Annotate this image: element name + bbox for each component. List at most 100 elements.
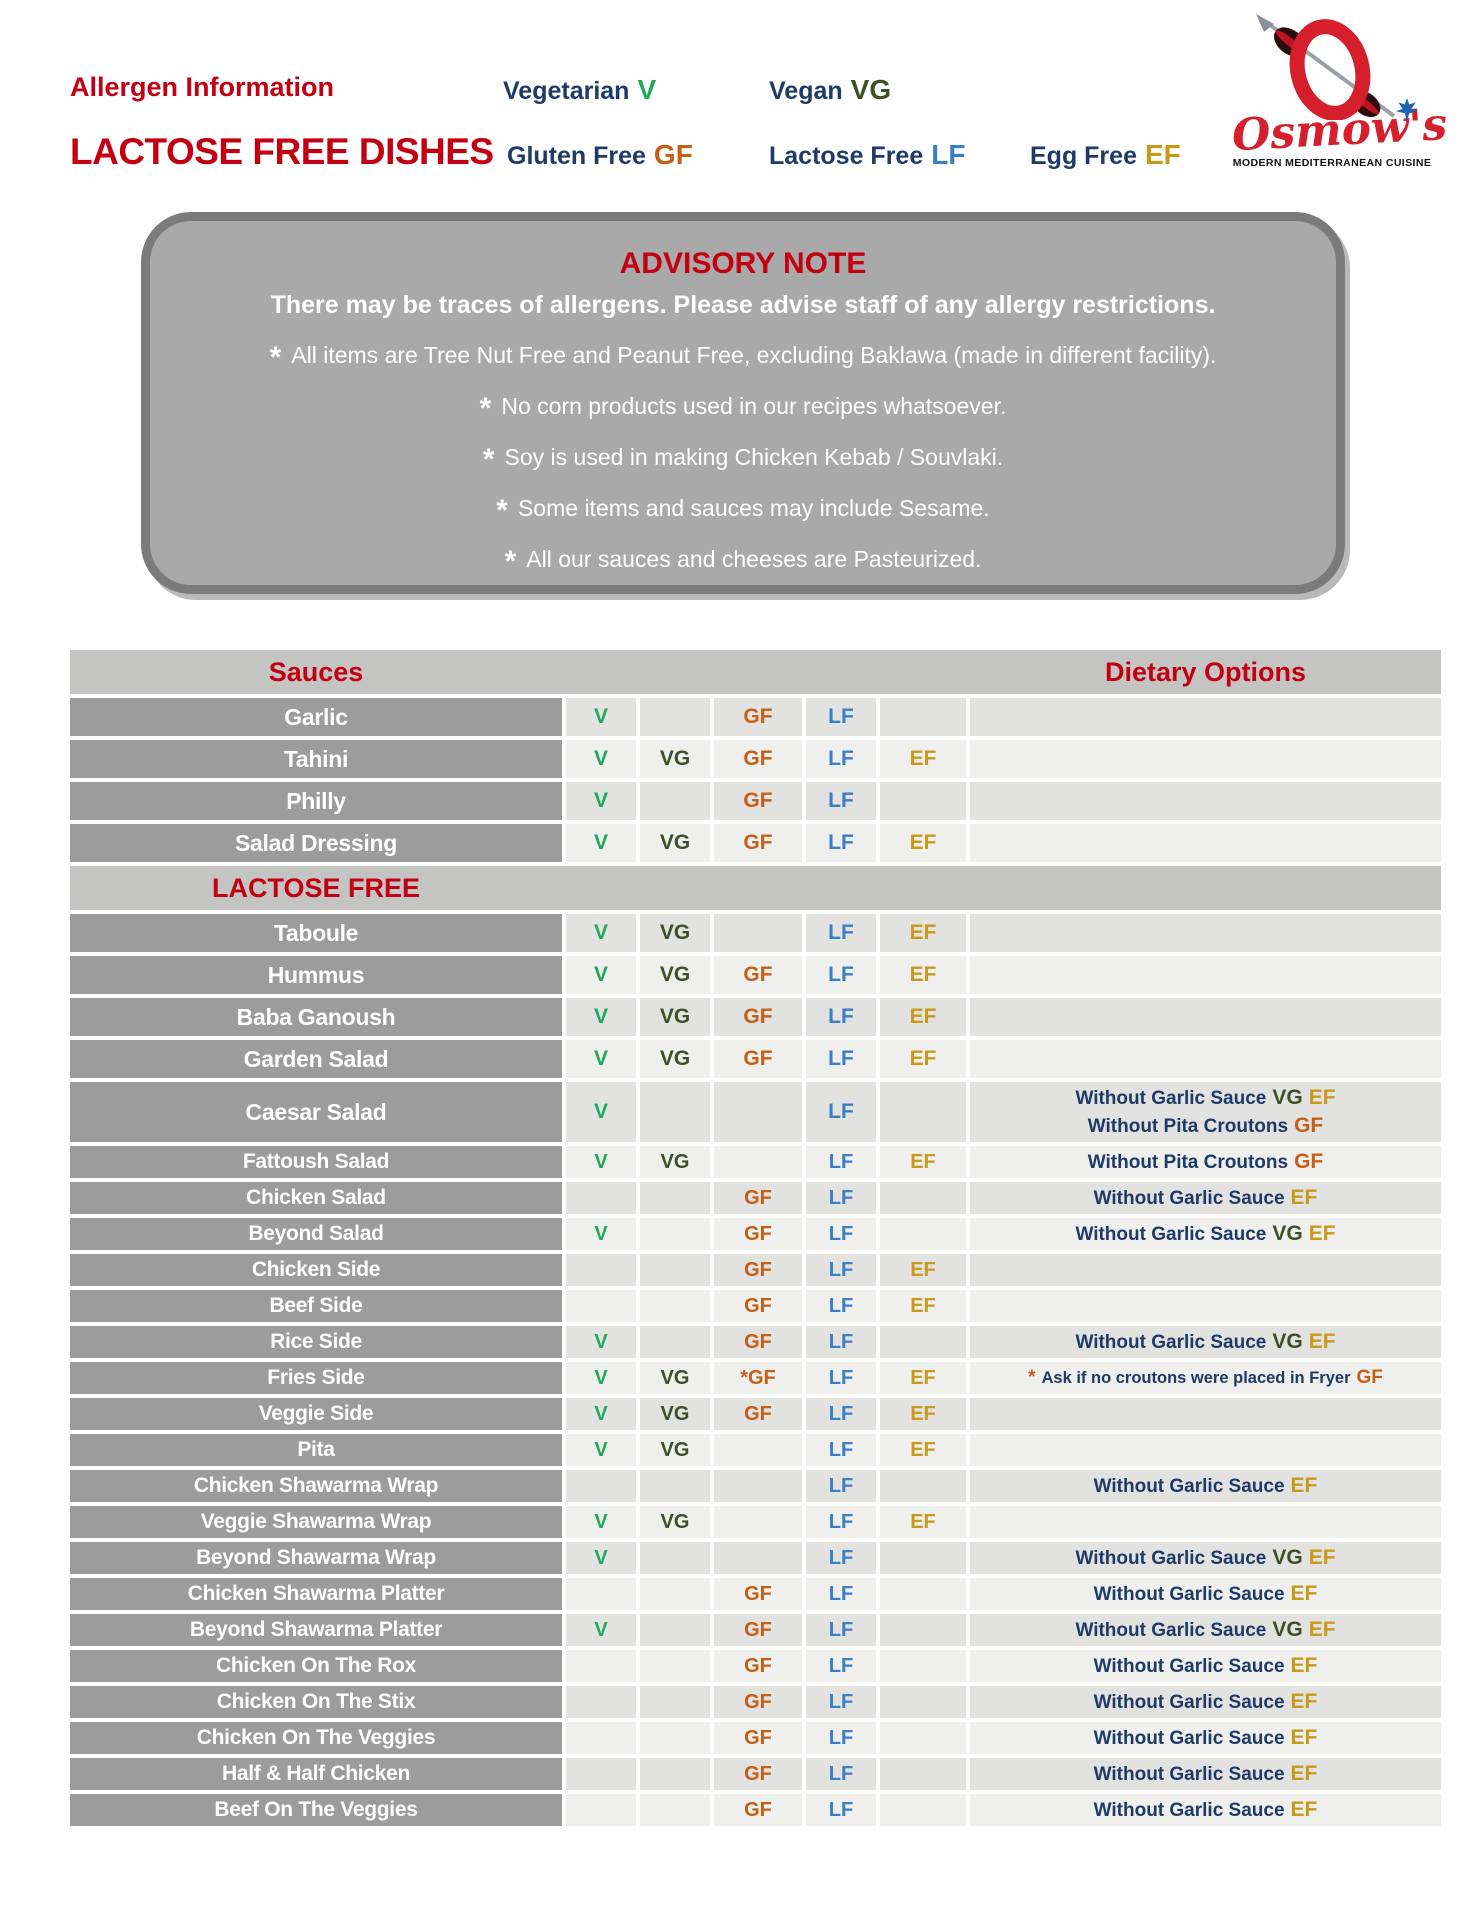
option-text: Without Garlic Sauce [1093, 1799, 1285, 1821]
vg-badge: VG [1272, 1545, 1303, 1569]
table-row: Chicken On The Veggies GF LF Without Garlic… [70, 1722, 1441, 1754]
lf-badge-cell: LF [806, 1326, 876, 1358]
dietary-options-cell [970, 1398, 1441, 1430]
legend-gluten-free: Gluten Free GF [507, 139, 693, 171]
dietary-option-line: Without Garlic Sauce VG EF [1072, 1328, 1338, 1356]
legend-label: Gluten Free [507, 142, 646, 170]
vg-badge-cell: VG [640, 824, 710, 862]
lf-badge-cell: LF [806, 1578, 876, 1610]
dish-name: Chicken On The Rox [70, 1650, 562, 1682]
gf-badge-cell: GF [714, 1040, 802, 1078]
dietary-options-cell [970, 740, 1441, 778]
vg-badge: VG [1272, 1221, 1303, 1245]
advisory-bullet-text: Soy is used in making Chicken Kebab / So… [504, 444, 1004, 470]
lf-badge-cell: LF [806, 1686, 876, 1718]
gf-badge-cell: GF [714, 956, 802, 994]
dietary-option-line: * Ask if no croutons were placed in Fryer… [1025, 1365, 1386, 1391]
ef-badge: EF [1308, 1545, 1336, 1569]
table-row: Baba Ganoush V VG GF LF EF [70, 998, 1441, 1036]
dish-name: Chicken Shawarma Platter [70, 1578, 562, 1610]
vg-badge-cell: VG [640, 998, 710, 1036]
vg-badge: VG [1272, 1617, 1303, 1641]
dietary-options-cell [970, 914, 1441, 952]
egg-free-badge: EF [1144, 139, 1181, 170]
option-text: Without Garlic Sauce [1075, 1331, 1267, 1353]
v-badge-cell: V [566, 1614, 636, 1646]
dietary-options-cell: Without Garlic Sauce VG EF [970, 1218, 1441, 1250]
gf-badge-cell: *GF [714, 1362, 802, 1394]
lf-badge-cell: LF [806, 1758, 876, 1790]
ef-badge-cell: EF [880, 998, 966, 1036]
legend-vegetarian: Vegetarian V [503, 74, 656, 106]
gf-badge-cell: GF [714, 1650, 802, 1682]
gf-badge-cell: GF [714, 1722, 802, 1754]
v-badge-cell [566, 1578, 636, 1610]
gf-badge-cell [714, 1082, 802, 1142]
dish-name: Tahini [70, 740, 562, 778]
dish-name: Hummus [70, 956, 562, 994]
table-row: Beef Side GF LF EF [70, 1290, 1441, 1322]
v-badge-cell: V [566, 1434, 636, 1466]
ef-badge-cell: EF [880, 1146, 966, 1178]
v-badge-cell [566, 1794, 636, 1826]
dietary-options-cell [970, 1434, 1441, 1466]
advisory-bullet: * Some items and sauces may include Sesam… [150, 490, 1336, 527]
dish-name: Fattoush Salad [70, 1146, 562, 1178]
vg-badge: VG [1272, 1085, 1303, 1109]
lf-badge-cell: LF [806, 698, 876, 736]
vg-badge: VG [1272, 1329, 1303, 1353]
column-header-dietary-options: Dietary Options [1104, 656, 1307, 687]
dish-name: Chicken Side [70, 1254, 562, 1286]
option-text: Without Garlic Sauce [1093, 1727, 1285, 1749]
dishes-table: Sauces Dietary Options Garlic V GF LF Tahini… [70, 650, 1441, 1830]
v-badge-cell [566, 1470, 636, 1502]
lf-badge-cell: LF [806, 1040, 876, 1078]
dietary-options-cell: Without Garlic Sauce EF [970, 1470, 1441, 1502]
dietary-options-cell: Without Garlic Sauce EF [970, 1722, 1441, 1754]
dish-name: Beyond Shawarma Platter [70, 1614, 562, 1646]
lf-badge-cell: LF [806, 914, 876, 952]
ef-badge-cell [880, 782, 966, 820]
dish-name: Chicken Salad [70, 1182, 562, 1214]
option-text: Without Garlic Sauce [1075, 1619, 1267, 1641]
legend-egg-free: Egg Free EF [1030, 139, 1181, 171]
ef-badge-cell: EF [880, 740, 966, 778]
dietary-options-cell: Without Garlic Sauce VG EF [970, 1614, 1441, 1646]
ef-badge-cell [880, 1182, 966, 1214]
option-text: Without Garlic Sauce [1093, 1475, 1285, 1497]
dietary-option-line: Without Garlic Sauce EF [1091, 1688, 1321, 1716]
table-row: Salad Dressing V VG GF LF EF [70, 824, 1441, 862]
dietary-options-cell [970, 1290, 1441, 1322]
v-badge-cell [566, 1182, 636, 1214]
dietary-options-cell [970, 698, 1441, 736]
table-row: Garden Salad V VG GF LF EF [70, 1040, 1441, 1078]
v-badge-cell: V [566, 1082, 636, 1142]
gf-badge-cell: GF [714, 1218, 802, 1250]
option-text: Without Garlic Sauce [1093, 1187, 1285, 1209]
vg-badge-cell [640, 1290, 710, 1322]
vg-badge-cell [640, 1686, 710, 1718]
advisory-bullet: * No corn products used in our recipes wh… [150, 388, 1336, 425]
advisory-bullet: * Soy is used in making Chicken Kebab / S… [150, 439, 1336, 476]
option-text: Without Garlic Sauce [1093, 1691, 1285, 1713]
dietary-options-cell: Without Garlic Sauce EF [970, 1794, 1441, 1826]
gf-badge-cell: GF [714, 1398, 802, 1430]
table-row: Fries Side V VG *GF LF EF * Ask if no croutons … [70, 1362, 1441, 1394]
dish-name: Veggie Side [70, 1398, 562, 1430]
v-badge-cell: V [566, 956, 636, 994]
table-row: Chicken Shawarma Wrap LF Without Garlic Sa… [70, 1470, 1441, 1502]
v-badge-cell [566, 1686, 636, 1718]
osmows-logo: Osmow's MODERN MEDITERRANEAN CUISINE [1231, 12, 1448, 172]
legend-lactose-free: Lactose Free LF [769, 139, 965, 171]
gf-badge-cell: GF [714, 698, 802, 736]
v-badge-cell: V [566, 1326, 636, 1358]
dish-name: Garden Salad [70, 1040, 562, 1078]
vegan-badge: VG [850, 74, 892, 105]
lf-badge-cell: LF [806, 1082, 876, 1142]
v-badge-cell: V [566, 1506, 636, 1538]
dietary-option-line: Without Garlic Sauce VG EF [1072, 1616, 1338, 1644]
advisory-title: ADVISORY NOTE [619, 247, 867, 280]
gluten-free-badge: GF [653, 139, 693, 170]
dish-name: Beef Side [70, 1290, 562, 1322]
